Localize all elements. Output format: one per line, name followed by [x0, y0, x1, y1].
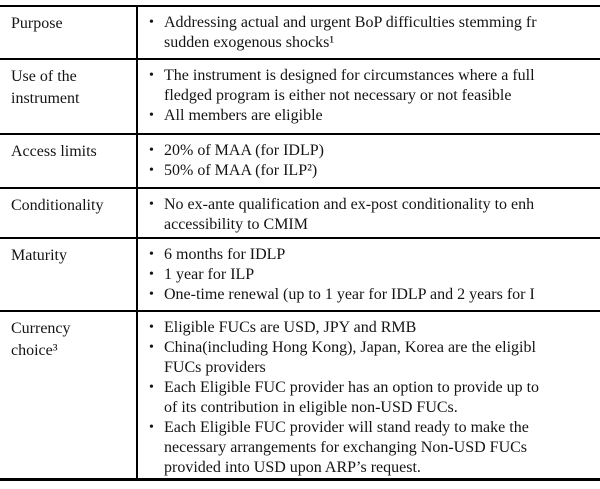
bullet-item: • Eligible FUCs are USD, JPY and RMB: [149, 318, 600, 338]
bullet-item: • 50% of MAA (for ILP²): [149, 161, 600, 181]
bullet-icon: •: [149, 380, 154, 395]
row-label: Purpose: [0, 7, 137, 58]
text-line: China(including Hong Kong), Japan, Korea…: [164, 339, 536, 356]
table-row: Conditionality • No ex-ante qualificatio…: [0, 189, 600, 239]
text-line: 1 year for ILP: [164, 266, 255, 283]
bullet-text: No ex-ante qualification and ex-post con…: [164, 195, 600, 235]
bullet-icon: •: [149, 320, 154, 335]
row-label: Maturity: [0, 239, 137, 310]
bullet-item: • All members are eligible: [149, 106, 600, 126]
bullet-text: One-time renewal (up to 1 year for IDLP …: [164, 285, 600, 305]
row-content: • Eligible FUCs are USD, JPY and RMB • C…: [137, 312, 600, 478]
text-line: 50% of MAA (for ILP²): [164, 162, 318, 179]
text-line: All members are eligible: [164, 107, 323, 124]
text-line: FUCs providers: [164, 359, 266, 376]
bullet-item: • China(including Hong Kong), Japan, Kor…: [149, 338, 600, 378]
text-line: fledged program is either not necessary …: [164, 87, 512, 104]
row-label: Currency choice³: [0, 312, 137, 478]
bullet-text: Addressing actual and urgent BoP difficu…: [164, 13, 600, 53]
text-line: sudden exogenous shocks¹: [164, 34, 335, 51]
bullet-item: • Each Eligible FUC provider has an opti…: [149, 378, 600, 418]
text-line: Eligible FUCs are USD, JPY and RMB: [164, 319, 417, 336]
bullet-text: China(including Hong Kong), Japan, Korea…: [164, 338, 600, 378]
text-line: No ex-ante qualification and ex-post con…: [164, 196, 535, 213]
row-label: Use of the instrument: [0, 60, 137, 133]
row-content: • The instrument is designed for circums…: [137, 60, 600, 133]
text-line: One-time renewal (up to 1 year for IDLP …: [164, 286, 535, 303]
text-line: accessibility to CMIM: [164, 216, 308, 233]
text-line: Each Eligible FUC provider will stand re…: [164, 419, 529, 436]
bullet-item: • One-time renewal (up to 1 year for IDL…: [149, 285, 600, 305]
column-divider: [136, 5, 138, 481]
row-label-text: Maturity: [11, 247, 67, 264]
row-content: • Addressing actual and urgent BoP diffi…: [137, 7, 600, 58]
bullet-item: • No ex-ante qualification and ex-post c…: [149, 195, 600, 235]
row-label-text: choice³: [11, 342, 58, 359]
bullet-text: Each Eligible FUC provider will stand re…: [164, 418, 600, 478]
bullet-item: • Addressing actual and urgent BoP diffi…: [149, 13, 600, 53]
bullet-icon: •: [149, 143, 154, 158]
row-label-text: Currency: [11, 320, 71, 337]
bullet-text: 6 months for IDLP: [164, 245, 600, 265]
bullet-icon: •: [149, 340, 154, 355]
table-row: Currency choice³ • Eligible FUCs are USD…: [0, 312, 600, 481]
bullet-item: • 20% of MAA (for IDLP): [149, 141, 600, 161]
row-label-text: Conditionality: [11, 197, 104, 214]
bullet-icon: •: [149, 420, 154, 435]
bullet-item: • 6 months for IDLP: [149, 245, 600, 265]
bullet-icon: •: [149, 163, 154, 178]
bullet-item: • 1 year for ILP: [149, 265, 600, 285]
row-label: Access limits: [0, 135, 137, 187]
bullet-icon: •: [149, 267, 154, 282]
row-label-text: Purpose: [11, 15, 63, 32]
text-line: Each Eligible FUC provider has an option…: [164, 379, 540, 396]
bullet-text: 50% of MAA (for ILP²): [164, 161, 600, 181]
bullet-text: All members are eligible: [164, 106, 600, 126]
bullet-item: • The instrument is designed for circums…: [149, 66, 600, 106]
bullet-item: • Each Eligible FUC provider will stand …: [149, 418, 600, 478]
bullet-icon: •: [149, 68, 154, 83]
bullet-icon: •: [149, 197, 154, 212]
row-label-text: Access limits: [11, 143, 97, 160]
row-label: Conditionality: [0, 189, 137, 237]
bullet-icon: •: [149, 247, 154, 262]
table-row: Use of the instrument • The instrument i…: [0, 60, 600, 135]
row-content: • No ex-ante qualification and ex-post c…: [137, 189, 600, 237]
row-content: • 6 months for IDLP • 1 year for ILP • O…: [137, 239, 600, 310]
bullet-text: The instrument is designed for circumsta…: [164, 66, 600, 106]
table-row: Access limits • 20% of MAA (for IDLP) • …: [0, 135, 600, 189]
bullet-icon: •: [149, 15, 154, 30]
text-line: Addressing actual and urgent BoP difficu…: [164, 14, 537, 31]
bullet-text: Each Eligible FUC provider has an option…: [164, 378, 600, 418]
bullet-text: Eligible FUCs are USD, JPY and RMB: [164, 318, 600, 338]
text-line: provided into USD upon ARP’s request.: [164, 459, 421, 476]
bullet-icon: •: [149, 108, 154, 123]
bullet-icon: •: [149, 287, 154, 302]
row-label-text: Use of the: [11, 68, 77, 85]
bullet-text: 20% of MAA (for IDLP): [164, 141, 600, 161]
row-label-text: instrument: [11, 90, 80, 107]
bullet-text: 1 year for ILP: [164, 265, 600, 285]
features-table: Purpose • Addressing actual and urgent B…: [0, 5, 600, 481]
text-line: of its contribution in eligible non-USD …: [164, 399, 458, 416]
text-line: 6 months for IDLP: [164, 246, 286, 263]
text-line: 20% of MAA (for IDLP): [164, 142, 324, 159]
table-row: Purpose • Addressing actual and urgent B…: [0, 7, 600, 60]
text-line: necessary arrangements for exchanging No…: [164, 439, 528, 456]
row-content: • 20% of MAA (for IDLP) • 50% of MAA (fo…: [137, 135, 600, 187]
table-row: Maturity • 6 months for IDLP • 1 year fo…: [0, 239, 600, 312]
text-line: The instrument is designed for circumsta…: [164, 67, 535, 84]
